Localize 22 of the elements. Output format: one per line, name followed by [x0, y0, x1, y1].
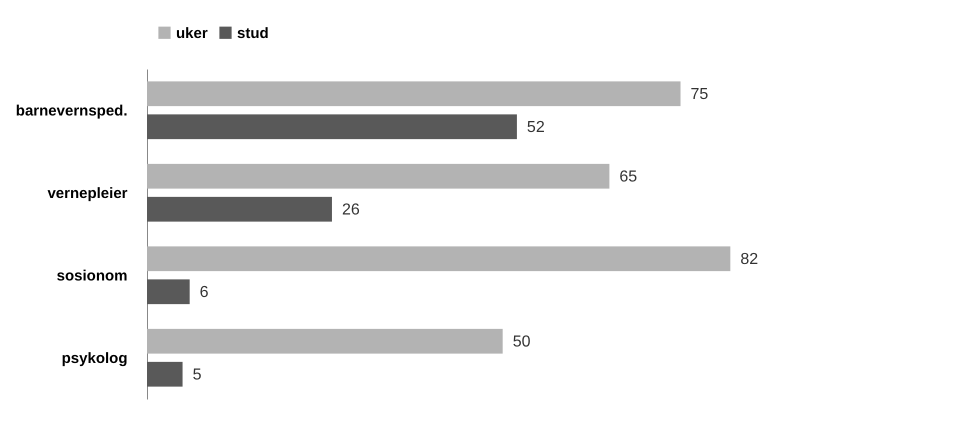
bar — [147, 81, 681, 106]
data-label: 6 — [200, 284, 209, 301]
bar — [147, 246, 730, 272]
data-label: 65 — [619, 168, 638, 186]
data-label: 82 — [740, 250, 758, 268]
y-tick-label: sosionom — [56, 267, 128, 284]
y-tick-label: psykolog — [62, 350, 128, 367]
data-label: 52 — [526, 118, 545, 136]
data-label: 50 — [512, 333, 531, 350]
y-tick-label: vernepleier — [47, 184, 128, 202]
bar — [147, 196, 332, 222]
y-tick-label: barnevernsped. — [16, 102, 128, 120]
data-label: 75 — [690, 86, 708, 103]
legend-label: stud — [237, 24, 269, 42]
legend-label: uker — [176, 24, 208, 42]
bar — [147, 279, 190, 304]
bar — [147, 362, 183, 387]
bar — [147, 114, 517, 140]
data-label: 5 — [192, 366, 202, 384]
bar — [147, 164, 610, 189]
data-label: 26 — [342, 201, 360, 218]
bar — [147, 328, 503, 354]
